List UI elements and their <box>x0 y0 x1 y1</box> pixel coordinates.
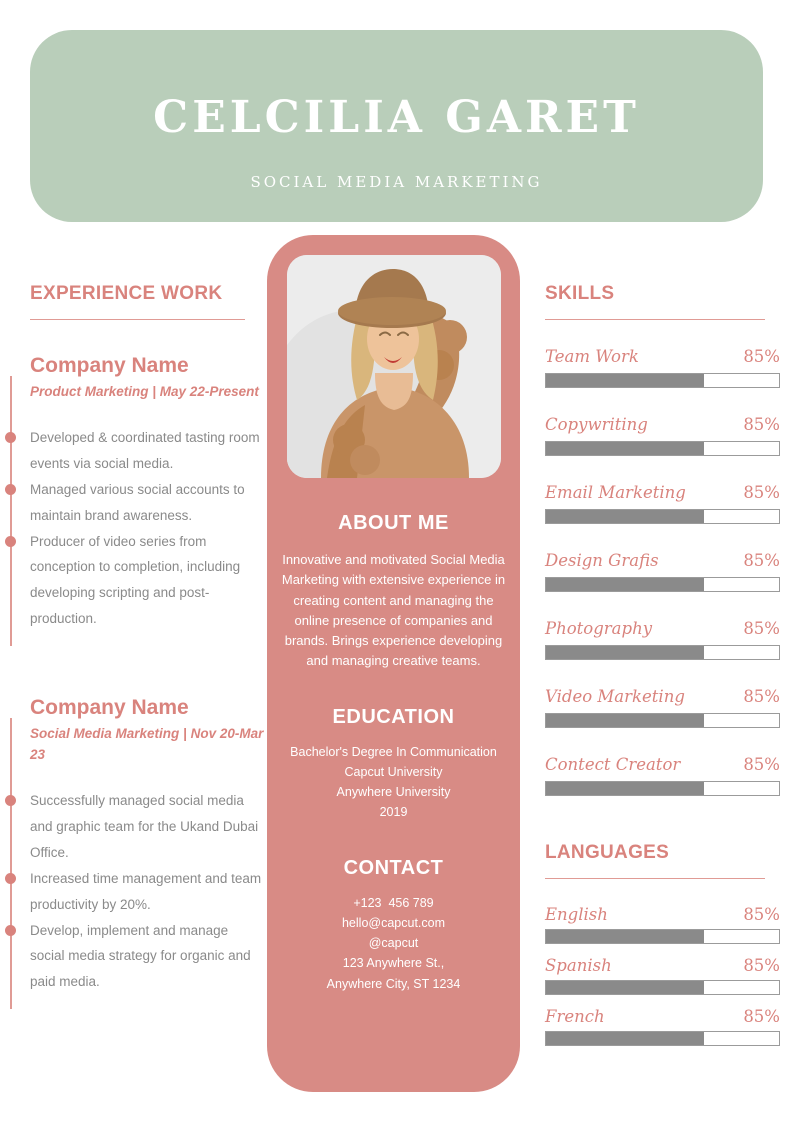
experience-title: EXPERIENCE WORK <box>30 283 223 304</box>
profile-card: ABOUT ME Innovative and motivated Social… <box>267 235 520 1092</box>
job-bullet: Developed & coordinated tasting room eve… <box>5 425 264 477</box>
experience-job: Company Name Social Media Marketing | No… <box>5 696 264 1010</box>
skills-list: Team Work 85% Copywriting 85% Email Mark… <box>545 347 780 796</box>
job-bullet: Develop, implement and manage social med… <box>5 918 264 996</box>
skill-item: Copywriting 85% <box>545 415 780 456</box>
skill-percent: 85% <box>743 551 780 570</box>
job-bullet: Increased time management and team produ… <box>5 866 264 918</box>
skill-progress-bar <box>545 929 780 944</box>
about-title: ABOUT ME <box>338 512 449 534</box>
skill-head: Team Work 85% <box>545 347 780 366</box>
role-period: Product Marketing | May 22-Present <box>30 384 259 399</box>
about-text: Innovative and motivated Social Media Ma… <box>281 552 506 669</box>
person-role-subtitle: SOCIAL MEDIA MARKETING <box>250 173 543 191</box>
skill-progress-fill <box>546 930 705 943</box>
header-banner: CELCILIA GARET SOCIAL MEDIA MARKETING <box>30 30 763 222</box>
contact-lines: +123 456 789 hello@capcut.com @capcut 12… <box>326 895 461 991</box>
jobs-list: Company Name Product Marketing | May 22-… <box>5 354 264 1010</box>
skill-label: Email Marketing <box>545 483 686 502</box>
skill-percent: 85% <box>743 415 780 434</box>
skill-head: English 85% <box>545 905 780 924</box>
company-name: Company Name <box>30 354 189 377</box>
job-bullet: Managed various social accounts to maint… <box>5 477 264 529</box>
skill-progress-fill <box>546 782 705 795</box>
skill-head: Copywriting 85% <box>545 415 780 434</box>
skills-title: SKILLS <box>545 283 615 304</box>
experience-divider <box>30 319 245 320</box>
skill-percent: 85% <box>743 956 780 975</box>
skill-progress-bar <box>545 645 780 660</box>
experience-job: Company Name Product Marketing | May 22-… <box>5 354 264 647</box>
skill-progress-bar <box>545 1031 780 1046</box>
skill-progress-bar <box>545 373 780 388</box>
skill-item: Photography 85% <box>545 619 780 660</box>
skill-head: Email Marketing 85% <box>545 483 780 502</box>
skill-label: Video Marketing <box>545 687 685 706</box>
skill-percent: 85% <box>743 755 780 774</box>
skill-head: Contect Creator 85% <box>545 755 780 774</box>
skill-item: French 85% <box>545 1007 780 1046</box>
languages-section: LANGUAGES English 85% Spanish 85% French… <box>545 842 780 1046</box>
skill-percent: 85% <box>743 619 780 638</box>
company-name: Company Name <box>30 696 189 720</box>
portrait-illustration <box>286 255 501 478</box>
skill-percent: 85% <box>743 905 780 924</box>
skill-item: Contect Creator 85% <box>545 755 780 796</box>
skill-label: French <box>545 1007 605 1026</box>
skill-label: Spanish <box>545 956 612 975</box>
skill-item: Design Grafis 85% <box>545 551 780 592</box>
skill-item: Video Marketing 85% <box>545 687 780 728</box>
skill-label: English <box>545 905 608 924</box>
skill-progress-fill <box>546 646 705 659</box>
job-bullets: Developed & coordinated tasting room eve… <box>5 425 264 633</box>
skill-progress-fill <box>546 578 705 591</box>
profile-photo <box>286 255 501 478</box>
skill-progress-bar <box>545 980 780 995</box>
skill-percent: 85% <box>743 483 780 502</box>
skill-progress-fill <box>546 981 705 994</box>
skill-progress-bar <box>545 781 780 796</box>
skill-progress-bar <box>545 713 780 728</box>
skill-progress-fill <box>546 374 705 387</box>
skill-progress-fill <box>546 442 705 455</box>
skill-percent: 85% <box>743 347 780 366</box>
job-bullet: Producer of video series from conception… <box>5 529 264 633</box>
skill-item: Team Work 85% <box>545 347 780 388</box>
skill-head: Video Marketing 85% <box>545 687 780 706</box>
skill-progress-bar <box>545 441 780 456</box>
skill-progress-bar <box>545 509 780 524</box>
skill-head: French 85% <box>545 1007 780 1026</box>
skill-label: Copywriting <box>545 415 648 434</box>
skill-label: Photography <box>545 619 653 638</box>
skill-percent: 85% <box>743 1007 780 1026</box>
skill-item: English 85% <box>545 905 780 944</box>
skill-item: Spanish 85% <box>545 956 780 995</box>
skill-progress-fill <box>546 1032 705 1045</box>
skill-head: Photography 85% <box>545 619 780 638</box>
skill-head: Spanish 85% <box>545 956 780 975</box>
skills-divider <box>545 319 765 320</box>
education-lines: Bachelor's Degree In Communication Capcu… <box>290 744 497 820</box>
skill-progress-fill <box>546 714 705 727</box>
education-title: EDUCATION <box>332 705 455 728</box>
skill-label: Team Work <box>545 347 639 366</box>
job-bullet: Successfully managed social media and gr… <box>5 788 264 866</box>
role-period: Social Media Marketing | Nov 20-Mar 23 <box>30 726 264 763</box>
skills-section: SKILLS Team Work 85% Copywriting 85% Ema… <box>545 283 780 1046</box>
languages-divider <box>545 878 765 879</box>
skill-progress-fill <box>546 510 705 523</box>
skill-head: Design Grafis 85% <box>545 551 780 570</box>
languages-list: English 85% Spanish 85% French 85% <box>545 905 780 1046</box>
contact-title: CONTACT <box>343 856 444 879</box>
job-bullets: Successfully managed social media and gr… <box>5 788 264 996</box>
skill-label: Contect Creator <box>545 755 681 774</box>
languages-title: LANGUAGES <box>545 842 670 863</box>
skill-percent: 85% <box>743 687 780 706</box>
person-name: CELCILIA GARET <box>153 92 640 143</box>
skill-item: Email Marketing 85% <box>545 483 780 524</box>
skill-label: Design Grafis <box>545 551 659 570</box>
experience-section: EXPERIENCE WORK Company Name Product Mar… <box>5 283 264 1010</box>
skill-progress-bar <box>545 577 780 592</box>
